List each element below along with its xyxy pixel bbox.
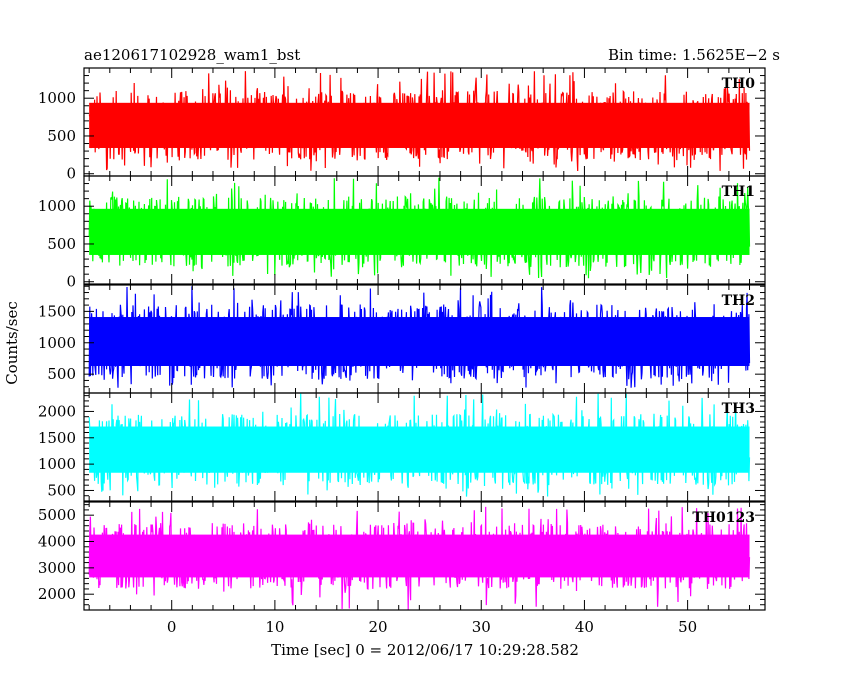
panel-label-th3: TH3 <box>722 401 755 417</box>
chart-title-left: ae120617102928_wam1_bst <box>84 46 300 64</box>
x-tick-label: 10 <box>265 618 284 636</box>
y-tick-label: 0 <box>66 273 76 291</box>
panel-label-th0: TH0 <box>722 76 756 92</box>
series-line-th0 <box>88 71 751 172</box>
series-line-th3 <box>88 393 751 497</box>
series-line-th0123 <box>88 506 751 610</box>
y-tick-label: 2000 <box>38 402 76 420</box>
panel-th0123: 2000 3000 4000 5000 TH0123 <box>38 501 766 611</box>
panel-label-th1: TH1 <box>722 184 755 200</box>
panel-label-th0123: TH0123 <box>692 510 755 526</box>
x-tick-label: 20 <box>369 618 388 636</box>
panel-th2: 500 1000 1500 TH2 <box>38 284 766 394</box>
y-tick-label: 3000 <box>38 559 76 577</box>
y-tick-label: 500 <box>47 365 76 383</box>
x-tick-label: 30 <box>472 618 491 636</box>
chart-title-right: Bin time: 1.5625E−2 s <box>608 46 780 64</box>
y-tick-label: 2000 <box>38 585 76 603</box>
x-tick-label: 0 <box>167 618 177 636</box>
panel-th1: 0 500 1000 TH1 <box>38 175 766 291</box>
y-tick-label: 0 <box>66 165 76 183</box>
x-tick-label: 40 <box>575 618 594 636</box>
x-tick-label: 50 <box>678 618 697 636</box>
y-tick-label: 500 <box>47 127 76 145</box>
panel-frame <box>83 392 766 502</box>
panel-label-th2: TH2 <box>722 293 755 309</box>
panel-th0: 0 500 1000 TH0 <box>38 67 766 183</box>
y-tick-label: 5000 <box>38 506 76 524</box>
panel-th3: 500 1000 1500 2000 TH3 <box>38 392 766 502</box>
y-tick-label: 500 <box>47 481 76 499</box>
y-tick-label: 1500 <box>38 302 76 320</box>
series-line-th1 <box>88 177 751 279</box>
y-tick-label: 500 <box>47 235 76 253</box>
y-tick-label: 1000 <box>38 334 76 352</box>
y-axis-label: Counts/sec <box>3 301 21 385</box>
x-axis-label: Time [sec] 0 = 2012/06/17 10:29:28.582 <box>271 641 579 659</box>
series-line-th2 <box>88 286 751 388</box>
y-tick-label: 1000 <box>38 89 76 107</box>
panel-frame <box>83 501 766 611</box>
panels-group: 05001000TH005001000TH150010001500TH25001… <box>38 67 766 636</box>
y-tick-label: 1000 <box>38 197 76 215</box>
panel-frame <box>83 175 766 285</box>
y-tick-label: 4000 <box>38 533 76 551</box>
y-tick-label: 1500 <box>38 429 76 447</box>
y-tick-label: 1000 <box>38 455 76 473</box>
